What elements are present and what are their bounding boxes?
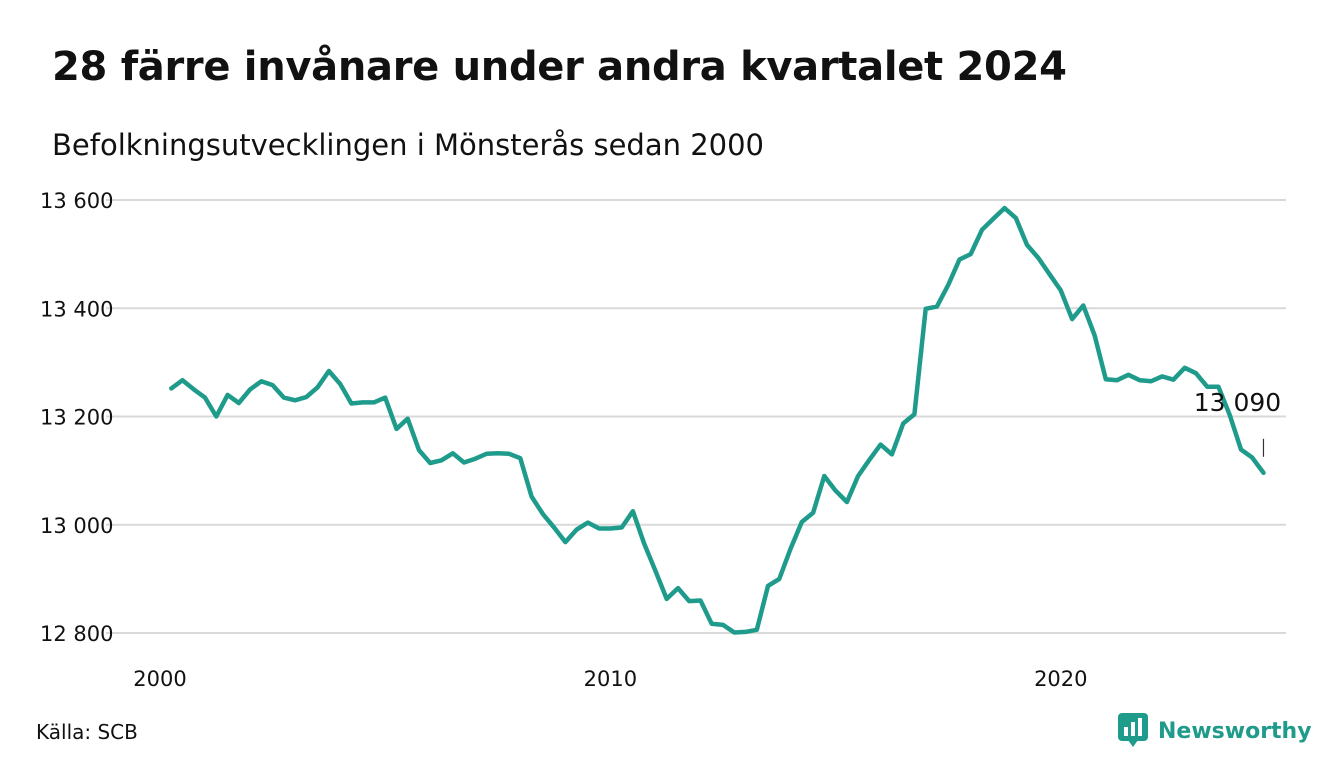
- y-tick-label: 12 800: [40, 622, 113, 646]
- y-tick-label: 13 200: [40, 406, 113, 430]
- chart-title: 28 färre invånare under andra kvartalet …: [52, 44, 1067, 90]
- annotation-label: 13 090: [1194, 388, 1281, 417]
- gridlines: [106, 199, 1286, 634]
- x-tick-label: 2010: [584, 667, 637, 691]
- chart-logo-icon: [1118, 713, 1148, 747]
- source-note: Källa: SCB: [36, 720, 138, 744]
- x-tick-label: 2000: [133, 667, 186, 691]
- y-tick-label: 13 000: [40, 514, 113, 538]
- y-axis: 12 800 13 000 13 200 13 400 13 600: [40, 189, 113, 646]
- brand-logo: Newsworthy: [1118, 713, 1312, 749]
- plot-area: [169, 205, 1266, 635]
- y-tick-label: 13 400: [40, 297, 113, 321]
- annotations: 13 090: [1194, 388, 1281, 457]
- x-axis: 2000 2010 2020: [133, 667, 1087, 691]
- brand-name: Newsworthy: [1158, 718, 1312, 744]
- chart-subtitle: Befolkningsutvecklingen i Mönsterås seda…: [52, 128, 765, 162]
- x-tick-label: 2020: [1034, 667, 1087, 691]
- y-tick-label: 13 600: [40, 189, 113, 213]
- population-line: [169, 205, 1266, 635]
